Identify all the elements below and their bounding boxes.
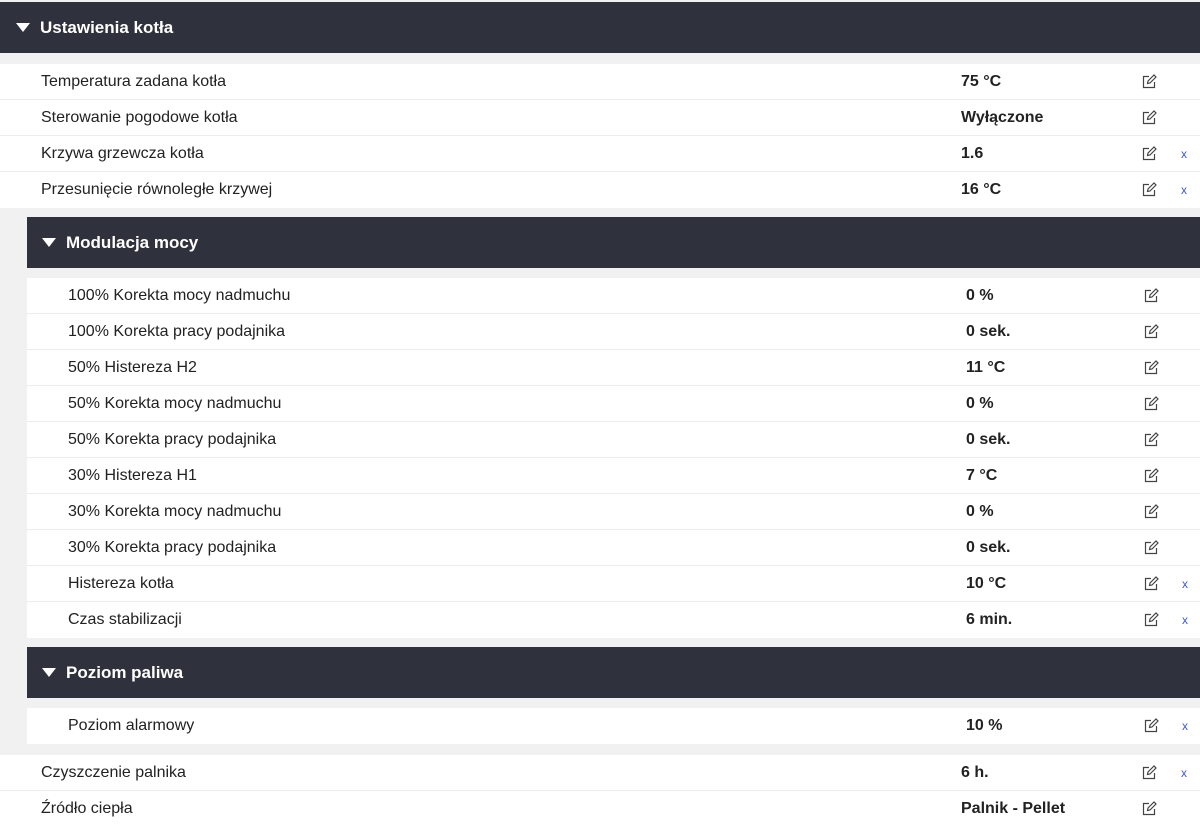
- setting-value: 0 %: [966, 394, 994, 412]
- setting-label: 30% Korekta mocy nadmuchu: [68, 502, 282, 520]
- section-title: Modulacja mocy: [66, 232, 199, 252]
- setting-row: Temperatura zadana kotła 75 °C: [0, 64, 1200, 100]
- setting-label: Krzywa grzewcza kotła: [41, 144, 204, 162]
- edit-icon[interactable]: [1143, 718, 1159, 734]
- setting-row: Histereza kotła 10 °C x: [27, 566, 1200, 602]
- edit-icon[interactable]: [1143, 575, 1159, 592]
- setting-value: 10 %: [966, 717, 1003, 734]
- setting-label: Temperatura zadana kotła: [41, 72, 226, 90]
- setting-label: 100% Korekta mocy nadmuchu: [68, 286, 291, 304]
- setting-row: Sterowanie pogodowe kotła Wyłączone: [0, 100, 1200, 136]
- setting-label: Poziom alarmowy: [68, 717, 195, 734]
- caret-down-icon: [42, 668, 56, 677]
- reset-button[interactable]: x: [1182, 613, 1188, 627]
- setting-row: 100% Korekta mocy nadmuchu 0 %: [27, 278, 1200, 314]
- section-title: Ustawienia kotła: [40, 17, 174, 37]
- setting-value: 11 °C: [966, 358, 1006, 376]
- setting-label: 50% Histereza H2: [68, 358, 197, 376]
- edit-icon[interactable]: [1143, 431, 1159, 448]
- setting-label: Sterowanie pogodowe kotła: [41, 108, 238, 126]
- setting-row: Źródło ciepła Palnik - Pellet: [0, 791, 1200, 827]
- setting-row: 30% Histereza H1 7 °C: [27, 458, 1200, 494]
- reset-button[interactable]: x: [1181, 183, 1187, 197]
- setting-value: 6 h.: [961, 763, 989, 781]
- reset-button[interactable]: x: [1182, 719, 1188, 733]
- edit-icon[interactable]: [1141, 73, 1157, 90]
- setting-row: 50% Korekta mocy nadmuchu 0 %: [27, 386, 1200, 422]
- setting-label: Czyszczenie palnika: [41, 763, 186, 781]
- setting-value: 1.6: [961, 144, 984, 162]
- settings-list-modulation: 100% Korekta mocy nadmuchu 0 % 100% Korekt…: [27, 278, 1200, 638]
- setting-label: Przesunięcie równoległe krzywej: [41, 181, 273, 198]
- edit-icon[interactable]: [1143, 323, 1159, 340]
- setting-label: Źródło ciepła: [41, 800, 133, 817]
- setting-label: Histereza kotła: [68, 574, 174, 592]
- setting-label: 50% Korekta mocy nadmuchu: [68, 394, 282, 412]
- edit-icon[interactable]: [1143, 503, 1159, 520]
- setting-value: Wyłączone: [961, 108, 1044, 126]
- caret-down-icon: [42, 238, 56, 247]
- edit-icon[interactable]: [1141, 145, 1157, 162]
- setting-value: 7 °C: [966, 466, 998, 484]
- section-header-fuel-level[interactable]: Poziom paliwa: [27, 647, 1200, 698]
- setting-row: Poziom alarmowy 10 % x: [27, 708, 1200, 744]
- edit-icon[interactable]: [1143, 395, 1159, 412]
- setting-value: 0 %: [966, 286, 994, 304]
- setting-row: Przesunięcie równoległe krzywej 16 °C x: [0, 172, 1200, 208]
- setting-row: 100% Korekta pracy podajnika 0 sek.: [27, 314, 1200, 350]
- setting-value: 0 sek.: [966, 430, 1011, 448]
- reset-button[interactable]: x: [1182, 576, 1188, 591]
- setting-value: 10 °C: [966, 574, 1007, 592]
- setting-row: Czyszczenie palnika 6 h. x: [0, 755, 1200, 791]
- settings-list-bottom: Czyszczenie palnika 6 h. x Źródło ciepła Pal…: [0, 755, 1200, 827]
- edit-icon[interactable]: [1141, 109, 1157, 126]
- setting-value: 0 sek.: [966, 538, 1011, 556]
- setting-value: Palnik - Pellet: [961, 800, 1066, 817]
- edit-icon[interactable]: [1141, 764, 1157, 781]
- settings-list-top: Temperatura zadana kotła 75 °C Sterowanie …: [0, 64, 1200, 208]
- setting-row: 50% Korekta pracy podajnika 0 sek.: [27, 422, 1200, 458]
- subsection-fuel-level: Poziom paliwa Poziom alarmowy 10 % x: [0, 647, 1200, 744]
- setting-value: 0 %: [966, 502, 994, 520]
- setting-row: 30% Korekta pracy podajnika 0 sek.: [27, 530, 1200, 566]
- edit-icon[interactable]: [1143, 467, 1159, 484]
- setting-row: 50% Histereza H2 11 °C: [27, 350, 1200, 386]
- setting-row: Krzywa grzewcza kotła 1.6 x: [0, 136, 1200, 172]
- setting-row: 30% Korekta mocy nadmuchu 0 %: [27, 494, 1200, 530]
- section-header-boiler-settings[interactable]: Ustawienia kotła: [0, 2, 1200, 53]
- edit-icon[interactable]: [1143, 539, 1159, 556]
- setting-value: 6 min.: [966, 611, 1013, 628]
- caret-down-icon: [16, 23, 30, 32]
- section-title: Poziom paliwa: [66, 662, 184, 682]
- edit-icon[interactable]: [1141, 182, 1157, 198]
- setting-value: 16 °C: [961, 181, 1002, 198]
- setting-label: 30% Histereza H1: [68, 466, 197, 484]
- setting-value: 75 °C: [961, 72, 1002, 90]
- setting-label: Czas stabilizacji: [68, 611, 182, 628]
- edit-icon[interactable]: [1143, 359, 1159, 376]
- subsection-modulation: Modulacja mocy 100% Korekta mocy nadmuch…: [0, 217, 1200, 638]
- section-header-modulation[interactable]: Modulacja mocy: [27, 217, 1200, 268]
- edit-icon[interactable]: [1143, 287, 1159, 304]
- setting-label: 50% Korekta pracy podajnika: [68, 430, 277, 448]
- setting-value: 0 sek.: [966, 322, 1011, 340]
- edit-icon[interactable]: [1141, 801, 1157, 817]
- reset-button[interactable]: x: [1181, 146, 1187, 161]
- reset-button[interactable]: x: [1181, 765, 1187, 780]
- setting-label: 30% Korekta pracy podajnika: [68, 538, 277, 556]
- edit-icon[interactable]: [1143, 612, 1159, 628]
- settings-list-fuel: Poziom alarmowy 10 % x: [27, 708, 1200, 744]
- setting-row: Czas stabilizacji 6 min. x: [27, 602, 1200, 638]
- setting-label: 100% Korekta pracy podajnika: [68, 322, 286, 340]
